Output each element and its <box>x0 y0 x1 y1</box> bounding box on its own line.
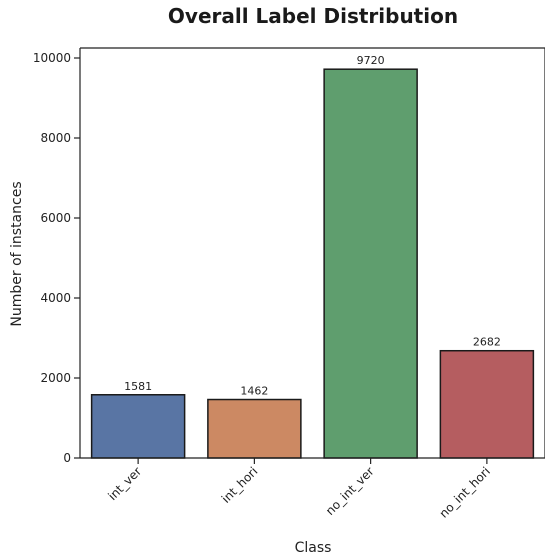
y-tick-label: 10000 <box>33 51 71 65</box>
y-tick-label: 0 <box>63 451 71 465</box>
bar-int-hori <box>207 398 302 459</box>
y-tick-label: 4000 <box>40 291 71 305</box>
y-tick-label: 2000 <box>40 371 71 385</box>
bar-value-label: 1462 <box>240 385 268 398</box>
bar-value-label: 1581 <box>124 380 152 393</box>
x-tick-label: int_hori <box>219 464 261 506</box>
chart-title: Overall Label Distribution <box>168 4 458 28</box>
x-tick-label: no_int_ver <box>323 464 377 518</box>
bar-no-int-hori <box>439 349 535 459</box>
x-tick-label: no_int_hori <box>437 464 493 520</box>
y-tick-label: 8000 <box>40 131 71 145</box>
x-axis-label: Class <box>295 540 332 556</box>
bar-value-label: 2682 <box>473 336 501 349</box>
x-tick-label: int_ver <box>105 464 144 503</box>
plot-area: 0 2000 4000 6000 8000 10000 1581 int_ver 1462 int… <box>33 47 545 521</box>
bar-int-ver <box>90 394 186 459</box>
y-axis-label: Number of instances <box>9 181 25 326</box>
y-tick-label: 6000 <box>40 211 71 225</box>
bar-value-label: 9720 <box>357 54 385 67</box>
bar-no-int-ver <box>323 68 418 459</box>
